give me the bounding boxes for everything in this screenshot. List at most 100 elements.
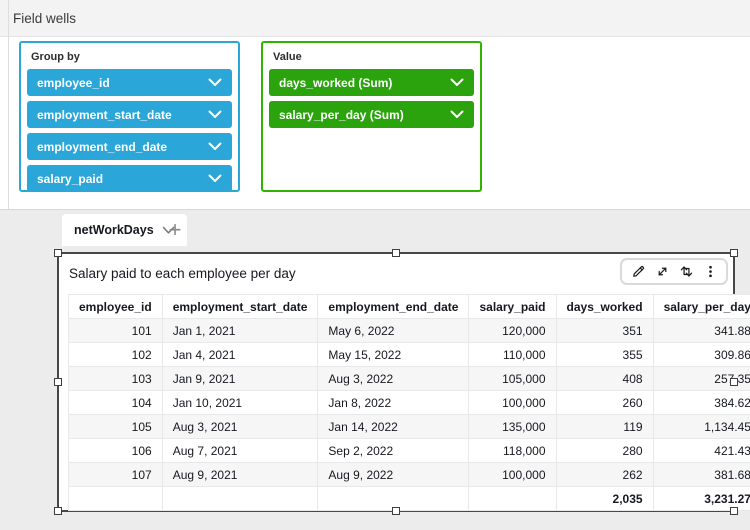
resize-handle-middle-left[interactable] [54, 378, 62, 386]
visual-toolbar [620, 258, 728, 285]
table-cell: 120,000 [468, 318, 557, 343]
group-by-label: Group by [31, 51, 80, 63]
table-row: 106 Aug 7, 2021 Sep 2, 2022 118,000 280 421.4… [68, 438, 750, 463]
chevron-down-icon[interactable] [208, 78, 222, 87]
chevron-down-icon[interactable] [162, 226, 175, 235]
table-cell: 105,000 [468, 366, 557, 391]
table-cell: 262 [555, 462, 654, 487]
table-cell: 101 [68, 318, 163, 343]
table-cell: May 15, 2022 [317, 342, 470, 367]
value-pill-list: days_worked (Sum) salary_per_day (Sum) [269, 69, 474, 128]
pill-label: employment_end_date [37, 139, 168, 154]
table-row: 101 Jan 1, 2021 May 6, 2022 120,000 351 341.8… [68, 318, 750, 343]
sheet-canvas: netWorkDays + Salary paid to each employ… [0, 209, 750, 530]
table-cell: 421.43 [652, 438, 750, 463]
table-row: 105 Aug 3, 2021 Jan 14, 2022 135,000 119 1,13… [68, 414, 750, 439]
table-cell [68, 486, 163, 511]
table-cell: 104 [68, 390, 163, 415]
table-cell: 1,134.45 [652, 414, 750, 439]
sheet-tab-networkdays[interactable]: netWorkDays [62, 214, 187, 246]
resize-handle-bottom-right[interactable] [730, 507, 738, 515]
resize-handle-bottom-left[interactable] [54, 507, 62, 515]
pill-label: salary_paid [37, 171, 104, 186]
add-sheet-button[interactable]: + [168, 217, 182, 242]
group-by-field-pill[interactable]: employment_end_date [27, 133, 232, 160]
column-header[interactable]: employment_end_date [317, 294, 470, 319]
resize-handle-top-middle[interactable] [392, 249, 400, 257]
chevron-down-icon[interactable] [450, 110, 464, 119]
table-cell: 2,035 [555, 486, 654, 511]
table-cell: 100,000 [468, 462, 557, 487]
kebab-menu-icon[interactable] [702, 264, 718, 280]
chevron-down-icon[interactable] [208, 174, 222, 183]
table-cell: 355 [555, 342, 654, 367]
field-wells-header: Field wells [0, 0, 750, 37]
table-cell: 280 [555, 438, 654, 463]
table-cell: 341.88 [652, 318, 750, 343]
value-field-pill[interactable]: salary_per_day (Sum) [269, 101, 474, 128]
table-cell: 260 [555, 390, 654, 415]
table-cell: Jan 10, 2021 [161, 390, 319, 415]
table-cell: 107 [68, 462, 163, 487]
table-cell: 119 [555, 414, 654, 439]
column-header[interactable]: employee_id [68, 294, 163, 319]
maximize-icon[interactable] [654, 264, 670, 280]
table-cell: Aug 3, 2021 [161, 414, 319, 439]
value-well: Value days_worked (Sum) salary_per_day (S… [261, 41, 482, 192]
table-cell: 384.62 [652, 390, 750, 415]
table-row: 102 Jan 4, 2021 May 15, 2022 110,000 355 309.… [68, 342, 750, 367]
table-cell: Sep 2, 2022 [317, 438, 470, 463]
table-cell: 103 [68, 366, 163, 391]
chevron-down-icon[interactable] [450, 78, 464, 87]
sheet-tab-label: netWorkDays [74, 223, 154, 237]
table-cell: 118,000 [468, 438, 557, 463]
table-cell: 3,231.27 [652, 486, 750, 511]
table-cell: May 6, 2022 [317, 318, 470, 343]
group-by-well: Group by employee_id employment_start_dat… [19, 41, 240, 192]
panel-left-divider [8, 0, 9, 209]
field-wells-panel: Field wells Group by employee_id employme… [0, 0, 750, 209]
chevron-down-icon[interactable] [208, 110, 222, 119]
resize-handle-top-right[interactable] [730, 249, 738, 257]
group-by-field-pill[interactable]: employee_id [27, 69, 232, 96]
table-cell: 309.86 [652, 342, 750, 367]
resize-handle-middle-right[interactable] [730, 378, 738, 386]
table-cell: 100,000 [468, 390, 557, 415]
group-by-field-pill[interactable]: salary_paid [27, 165, 232, 192]
table-cell: 110,000 [468, 342, 557, 367]
table-row: 104 Jan 10, 2021 Jan 8, 2022 100,000 260 384.… [68, 390, 750, 415]
column-header[interactable]: salary_paid [468, 294, 557, 319]
column-header[interactable]: days_worked [555, 294, 654, 319]
edit-pencil-icon[interactable] [630, 264, 646, 280]
table-cell: 135,000 [468, 414, 557, 439]
value-field-pill[interactable]: days_worked (Sum) [269, 69, 474, 96]
table-cell: Aug 3, 2022 [317, 366, 470, 391]
table-cell: Jan 14, 2022 [317, 414, 470, 439]
table-cell: Aug 9, 2021 [161, 462, 319, 487]
column-header[interactable]: salary_per_day [652, 294, 750, 319]
group-by-field-pill[interactable]: employment_start_date [27, 101, 232, 128]
pivot-table: employee_id employment_start_date employme… [68, 294, 750, 511]
visual-title: Salary paid to each employee per day [69, 266, 296, 281]
swap-vertical-icon[interactable] [678, 264, 694, 280]
value-label: Value [273, 51, 302, 63]
resize-handle-top-left[interactable] [54, 249, 62, 257]
table-cell: Jan 8, 2022 [317, 390, 470, 415]
table-visual-card[interactable]: Salary paid to each employee per day emp… [54, 249, 750, 515]
pill-label: days_worked (Sum) [279, 75, 393, 90]
table-cell: Aug 9, 2022 [317, 462, 470, 487]
totals-row: 2,035 3,231.27 [68, 486, 750, 511]
table-cell [468, 486, 557, 511]
table-header: employee_id employment_start_date employme… [68, 294, 750, 319]
table-cell [161, 486, 319, 511]
resize-handle-bottom-middle[interactable] [392, 507, 400, 515]
table-cell: Jan 9, 2021 [161, 366, 319, 391]
field-wells-title: Field wells [13, 10, 77, 26]
column-header[interactable]: employment_start_date [161, 294, 319, 319]
chevron-down-icon[interactable] [208, 142, 222, 151]
pill-label: employment_start_date [37, 107, 172, 122]
group-by-pill-list: employee_id employment_start_date employme… [27, 69, 232, 192]
table-cell: 106 [68, 438, 163, 463]
table-cell: Aug 7, 2021 [161, 438, 319, 463]
